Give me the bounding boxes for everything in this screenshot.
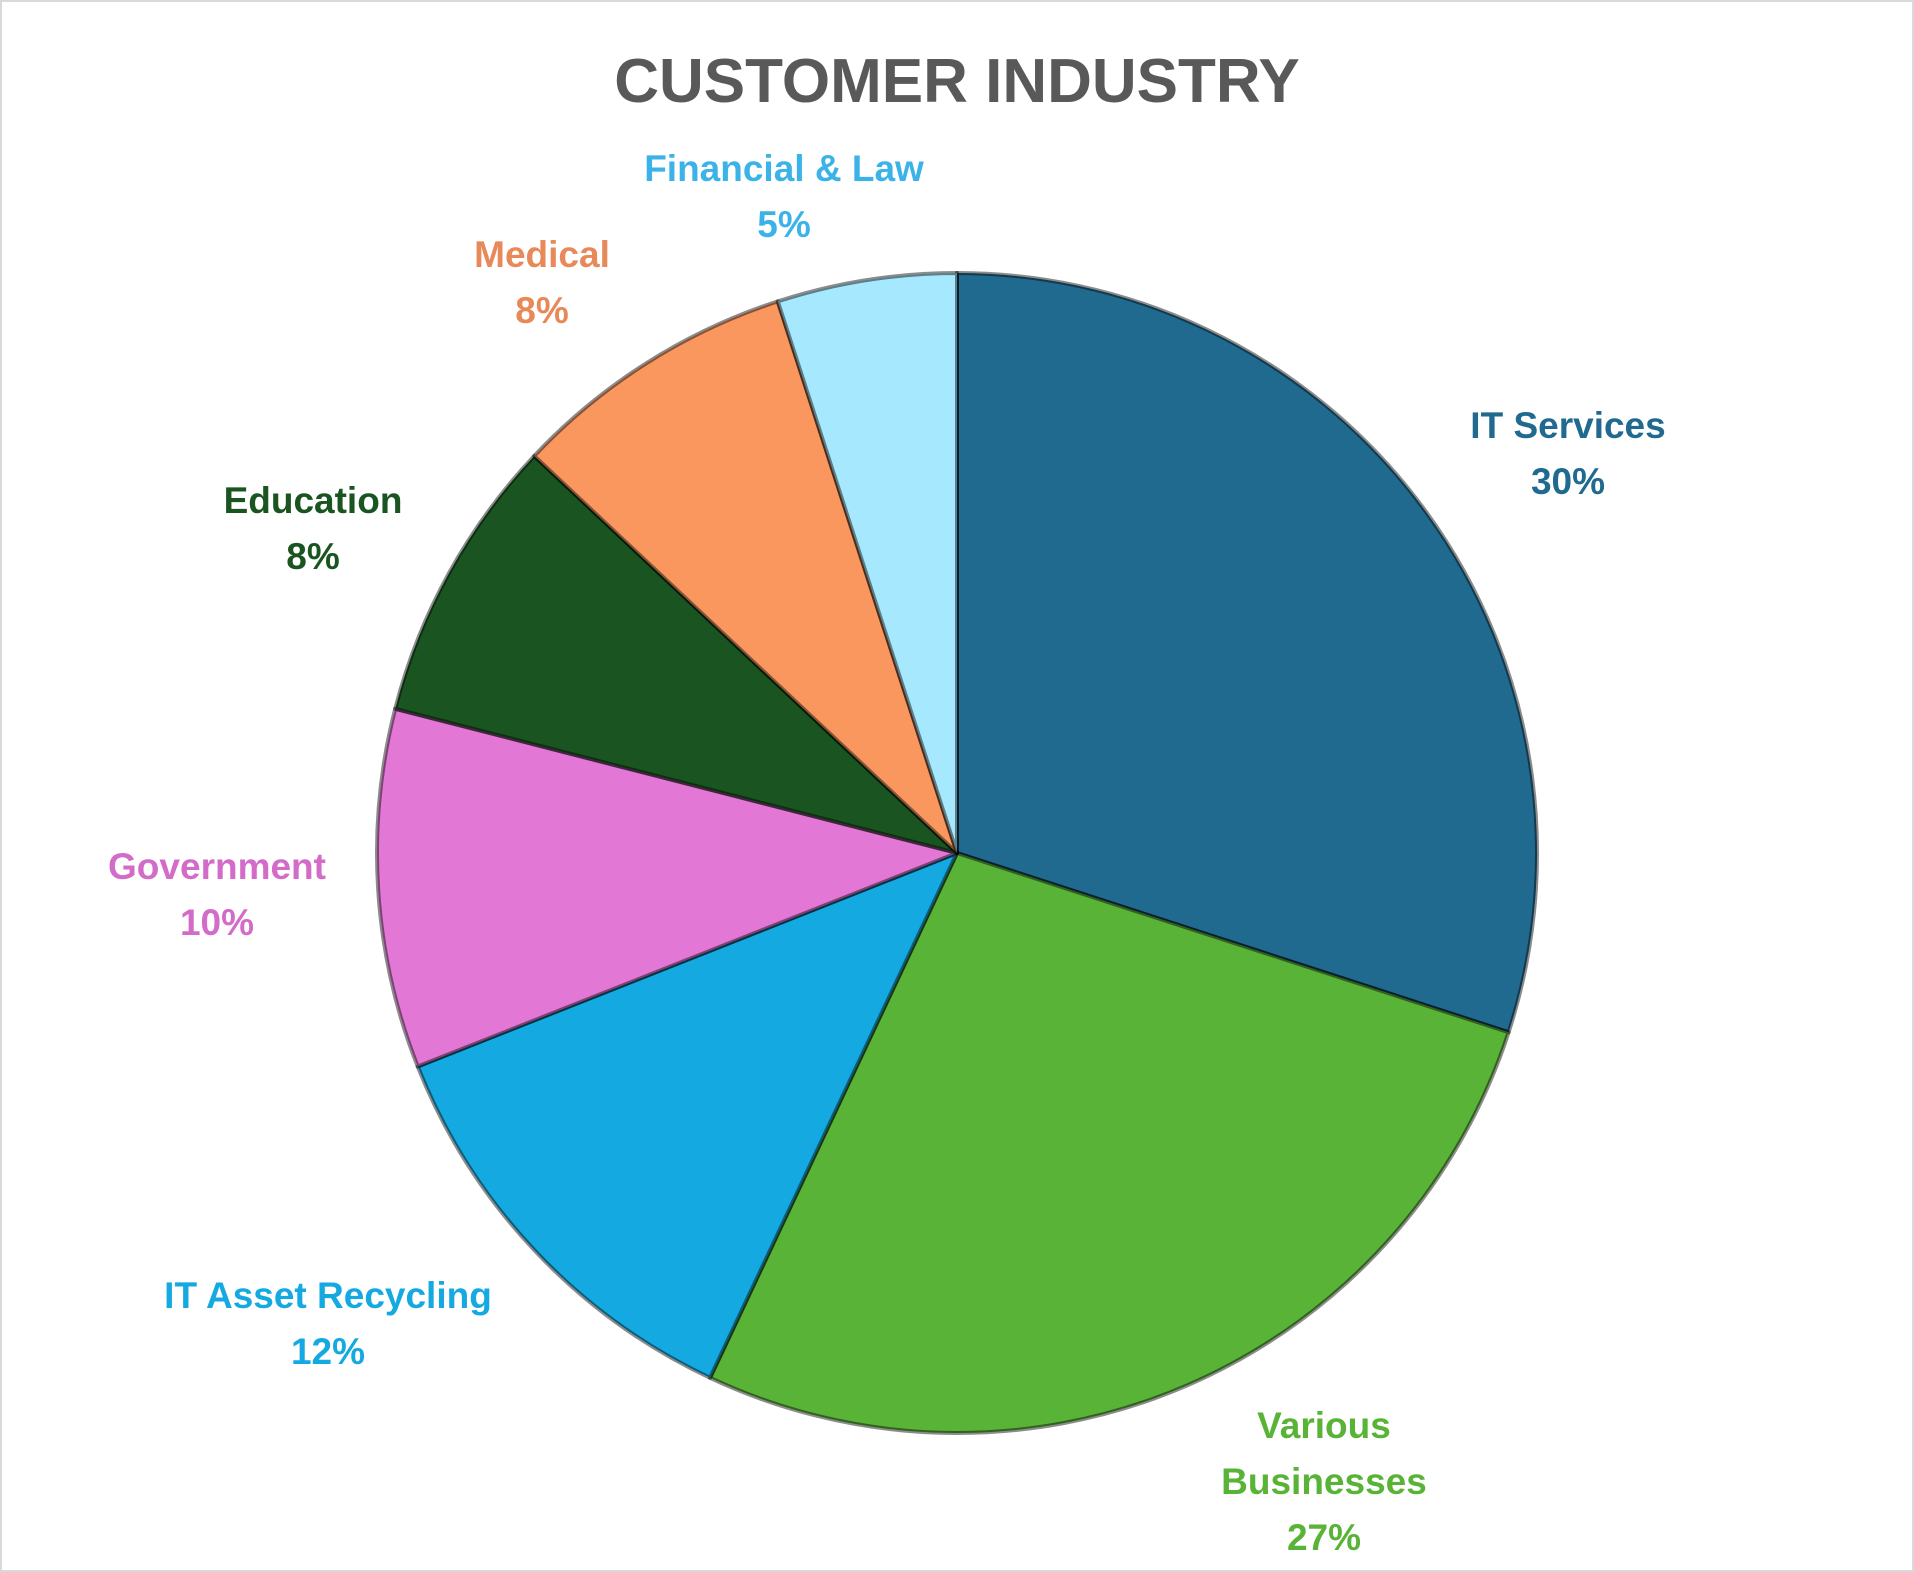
data-label: Various Businesses 27% [1204, 1398, 1444, 1566]
category-label: IT Asset Recycling [164, 1275, 492, 1316]
pie-slice [393, 453, 959, 855]
value-label: 8% [286, 536, 340, 577]
value-label: 10% [179, 902, 255, 943]
data-label: Medical 8% [474, 227, 610, 339]
chart-title: CUSTOMER INDUSTRY [614, 47, 1300, 116]
pie-slice [775, 271, 959, 855]
data-label: Government 10% [108, 839, 326, 951]
data-label: Education 8% [224, 473, 403, 585]
pie-slice [955, 271, 1539, 1035]
category-label: IT Services [1470, 405, 1666, 446]
category-label: Various Businesses [1221, 1405, 1427, 1502]
category-label: Financial & Law [644, 148, 924, 189]
category-label: Medical [474, 234, 610, 275]
data-label: IT Services 30% [1470, 398, 1665, 510]
pie-slice [532, 299, 959, 855]
pie-slice [708, 851, 1511, 1435]
value-label: 27% [1286, 1517, 1362, 1558]
value-label: 8% [515, 290, 569, 331]
category-label: Education [223, 480, 403, 521]
category-label: Government [108, 846, 326, 887]
value-label: 5% [757, 204, 811, 245]
pie-slice [415, 851, 959, 1380]
value-label: 30% [1530, 461, 1606, 502]
data-label: Financial & Law 5% [644, 141, 924, 253]
pie-slice [375, 706, 959, 1069]
data-label: IT Asset Recycling 12% [164, 1268, 492, 1380]
value-label: 12% [290, 1331, 366, 1372]
